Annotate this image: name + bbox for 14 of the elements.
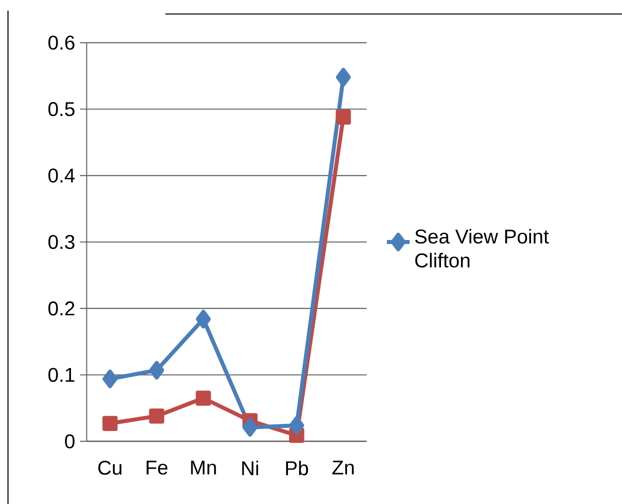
x-tick-label: Zn bbox=[332, 460, 354, 474]
legend-label: Sea View Point Clifton bbox=[415, 228, 549, 268]
x-tick-label: Pb bbox=[286, 460, 308, 476]
y-tick-label: 0.4 bbox=[48, 168, 75, 183]
y-tick-label: 0.3 bbox=[48, 234, 74, 250]
y-tick-label: 0 bbox=[65, 434, 75, 448]
x-tick-label: Mn bbox=[191, 460, 216, 474]
x-tick-label: Ni bbox=[242, 460, 258, 476]
y-tick-label: 0.5 bbox=[48, 102, 74, 116]
y-tick-label: 0.6 bbox=[48, 36, 74, 50]
x-tick-label: Fe bbox=[146, 460, 168, 475]
y-tick-label: 0.1 bbox=[48, 368, 74, 382]
x-tick-label: Cu bbox=[98, 460, 122, 475]
y-tick-label: 0.2 bbox=[48, 301, 74, 316]
